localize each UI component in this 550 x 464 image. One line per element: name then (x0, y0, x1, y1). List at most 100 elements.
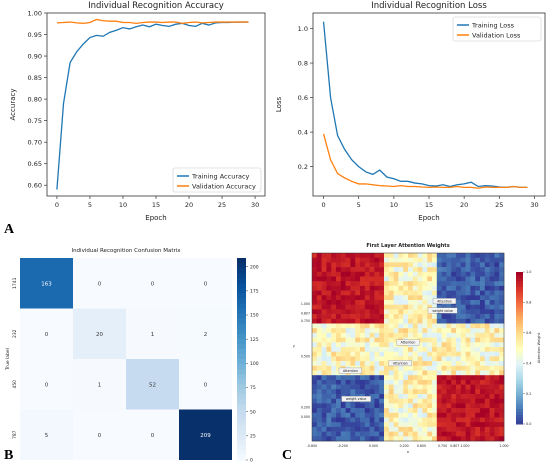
attention-cell (345, 422, 351, 428)
attention-cell (398, 403, 404, 409)
attention-xtick-label: 1.000 (499, 444, 508, 448)
attention-cell (484, 309, 490, 315)
attention-cell (494, 267, 500, 273)
attention-cell (369, 412, 375, 418)
attention-colorbar-segment (516, 378, 523, 382)
attention-cell (484, 328, 490, 334)
attention-cell (374, 300, 380, 305)
cm-cell-value: 0 (45, 382, 49, 388)
attention-cell (350, 290, 356, 296)
attention-cell (384, 332, 390, 338)
loss-ytick-label: 0.2 (298, 163, 308, 171)
attention-cell (494, 417, 500, 423)
loss-series-training-line (322, 21, 528, 189)
attention-cell (499, 332, 505, 338)
attention-cell (412, 309, 418, 315)
attention-cell (480, 379, 486, 385)
attention-cell (364, 318, 370, 324)
attention-cell (412, 426, 418, 432)
attention-cell (355, 431, 361, 437)
cm-colorbar-segment (237, 389, 246, 395)
attention-cell (374, 412, 380, 418)
attention-cell (451, 332, 457, 338)
attention-cell (446, 365, 452, 371)
attention-cell (489, 370, 495, 376)
attention-colorbar-segment (516, 393, 523, 398)
attention-cell (432, 426, 438, 432)
attention-cell (312, 394, 318, 399)
attention-cell (340, 267, 346, 273)
attention-cell (321, 276, 327, 282)
attention-cell (331, 332, 337, 338)
attention-cell (436, 370, 442, 376)
attention-cell (460, 276, 466, 282)
attention-cell (470, 394, 476, 399)
attention-cell (369, 337, 375, 343)
attention-cell (499, 267, 505, 273)
attention-cell (384, 267, 390, 273)
cm-cell-value: 20 (96, 332, 103, 338)
attention-cell (321, 403, 327, 409)
attention-cell (384, 300, 390, 305)
attention-cell (374, 426, 380, 432)
attention-cell (427, 347, 433, 352)
attention-cell (350, 318, 356, 324)
attention-cell (350, 337, 356, 343)
attention-cell (321, 408, 327, 414)
cm-colorbar-segment (237, 374, 246, 380)
attention-cell (336, 365, 342, 371)
attention-cell (422, 323, 428, 329)
attention-cell (432, 389, 438, 395)
attention-colorbar-segment (516, 302, 523, 306)
attention-cell (321, 342, 327, 348)
attention-cell (369, 285, 375, 291)
attention-cell (374, 347, 380, 352)
attention-cell (345, 323, 351, 329)
attention-cell (475, 342, 481, 348)
attention-cell (432, 351, 438, 357)
attention-cell (422, 412, 428, 418)
attention-cell (470, 379, 476, 385)
attention-cell (369, 328, 375, 334)
attention-cell (465, 257, 471, 263)
attention-cell (436, 351, 442, 357)
attention-cell (393, 257, 399, 263)
attention-cell (484, 403, 490, 409)
attention-cell (326, 285, 332, 291)
attention-cell (465, 314, 471, 320)
attention-cell (436, 332, 442, 338)
attention-cell (321, 431, 327, 437)
attention-cell (489, 417, 495, 423)
attention-cell (475, 394, 481, 399)
attention-cell (364, 276, 370, 282)
attention-cell (484, 375, 490, 381)
attention-cell (451, 314, 457, 320)
attention-cell (388, 384, 394, 390)
attention-cell (456, 422, 462, 428)
cm-colorbar-segment (237, 333, 246, 340)
cm-cell-value: 0 (204, 382, 208, 388)
attention-cell (403, 351, 409, 357)
attention-cell (403, 300, 409, 305)
attention-cell (446, 314, 452, 320)
attention-cell (336, 356, 342, 362)
attention-cell (326, 347, 332, 352)
attention-cell (422, 417, 428, 423)
attention-cell (499, 276, 505, 282)
attention-cell (355, 257, 361, 263)
attention-cell (432, 337, 438, 343)
attention-cell (427, 431, 433, 437)
attention-cell (456, 271, 462, 277)
attention-cell (388, 412, 394, 418)
attention-cell (360, 257, 366, 263)
attention-colorbar-segment (516, 351, 523, 355)
attention-cell (321, 394, 327, 399)
attention-cell (364, 422, 370, 428)
attention-cell (403, 304, 409, 310)
attention-cell (489, 422, 495, 428)
attention-cell (369, 304, 375, 310)
attention-cell (331, 370, 337, 376)
attention-cell (484, 370, 490, 376)
cm-colorbar-segment (237, 409, 246, 416)
attention-cell (427, 332, 433, 338)
